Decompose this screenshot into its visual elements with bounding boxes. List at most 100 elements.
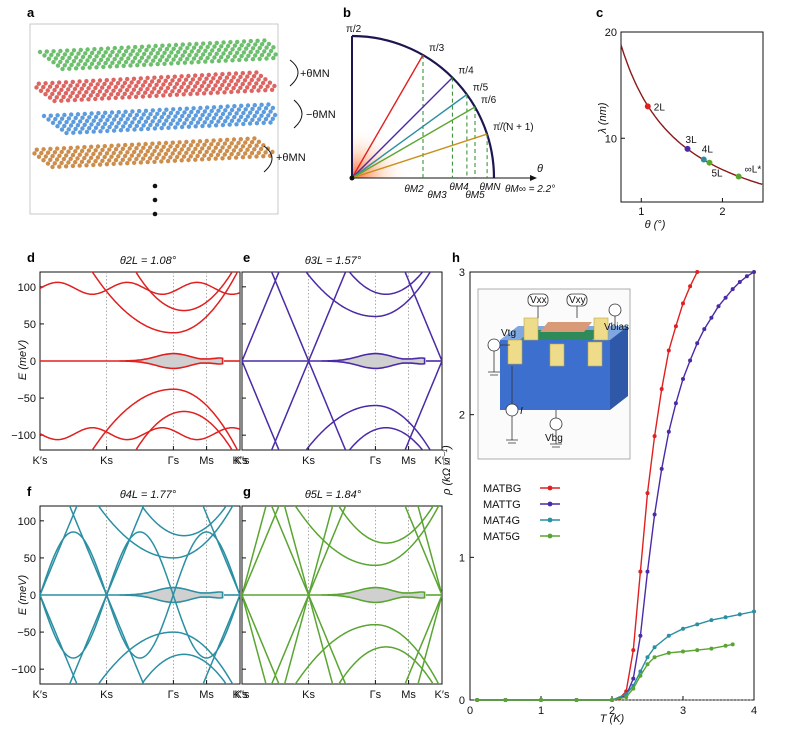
atom: [254, 81, 259, 86]
atom: [204, 116, 210, 121]
series-point: [638, 669, 643, 674]
atom: [158, 86, 164, 91]
atom: [152, 115, 158, 120]
atom: [102, 121, 108, 127]
atom: [214, 40, 219, 46]
atom: [229, 141, 234, 146]
atom: [244, 46, 249, 51]
atom: [134, 156, 139, 162]
atom: [117, 60, 122, 65]
atom: [170, 118, 176, 123]
atom: [216, 119, 221, 124]
atom: [120, 95, 125, 100]
atom: [132, 116, 137, 121]
atom: [160, 43, 165, 48]
band-panel-d: K′s Ks Γs Ms K′s 100 50 0 −50 −100: [11, 271, 248, 467]
atom: [189, 120, 194, 126]
series-point: [752, 270, 756, 274]
atom: [240, 155, 246, 160]
atom: [230, 58, 235, 63]
atom: [88, 82, 94, 87]
atom: [188, 80, 193, 86]
atom: [248, 110, 253, 115]
atom: [61, 83, 66, 89]
atom: [240, 144, 246, 149]
atom: [232, 114, 237, 120]
atom: [52, 98, 57, 104]
atom: [55, 124, 60, 129]
atom: [88, 93, 94, 98]
atom: [99, 46, 104, 52]
atom: [218, 115, 223, 121]
atom: [191, 45, 197, 50]
atom: [136, 142, 141, 147]
atom: [68, 156, 73, 161]
atom: [179, 147, 184, 152]
atom: [125, 76, 130, 82]
atom: [127, 157, 132, 162]
atom: [41, 147, 46, 152]
dirac-cone: [40, 506, 78, 596]
atom: [177, 77, 182, 83]
atom: [92, 57, 97, 63]
atom: [173, 125, 178, 130]
atom: [189, 109, 194, 115]
theta-label: θM4: [449, 182, 469, 193]
atom: [36, 81, 41, 86]
x-tick-label: 1: [638, 206, 644, 218]
atom: [219, 55, 224, 60]
theta-label: θMN: [480, 182, 502, 193]
atom: [173, 42, 179, 48]
atom: [54, 95, 59, 100]
atom: [159, 75, 164, 80]
atom: [159, 148, 164, 153]
atom: [140, 83, 146, 88]
atom: [190, 150, 196, 155]
atom: [234, 111, 239, 116]
atom: [87, 126, 92, 131]
atom: [256, 77, 261, 82]
atom: [136, 153, 141, 158]
atom: [207, 112, 212, 118]
atom: [165, 85, 171, 91]
atom: [216, 58, 222, 64]
atom: [41, 113, 47, 119]
atom: [228, 40, 233, 45]
atom: [181, 92, 186, 97]
atom: [91, 78, 96, 84]
atom: [215, 141, 221, 147]
atom: [157, 118, 162, 124]
origin-dot: [349, 175, 355, 181]
atom: [199, 84, 205, 89]
atom: [181, 154, 187, 159]
panel-label-c: c: [596, 5, 603, 20]
atom: [97, 78, 103, 83]
atom: [127, 95, 132, 100]
atom: [181, 143, 187, 148]
atom: [175, 154, 180, 160]
atom: [264, 45, 269, 50]
atom: [150, 119, 155, 124]
atom: [83, 61, 88, 67]
atom: [236, 78, 241, 83]
atom: [211, 76, 216, 81]
atom: [236, 118, 241, 123]
atom: [116, 154, 121, 159]
atom: [73, 149, 78, 154]
atom: [52, 161, 57, 166]
series-point: [709, 618, 714, 623]
atom: [63, 91, 69, 96]
atom: [220, 72, 225, 77]
atom: [238, 114, 244, 120]
atom: [168, 155, 173, 160]
atom: [175, 110, 180, 116]
atom: [70, 152, 76, 158]
atom: [138, 76, 143, 81]
atom: [95, 92, 100, 98]
atom: [249, 77, 254, 83]
angle-ray: [351, 133, 488, 179]
data-point-label: 4L: [702, 145, 714, 156]
atom: [53, 116, 58, 122]
atom: [268, 48, 274, 54]
